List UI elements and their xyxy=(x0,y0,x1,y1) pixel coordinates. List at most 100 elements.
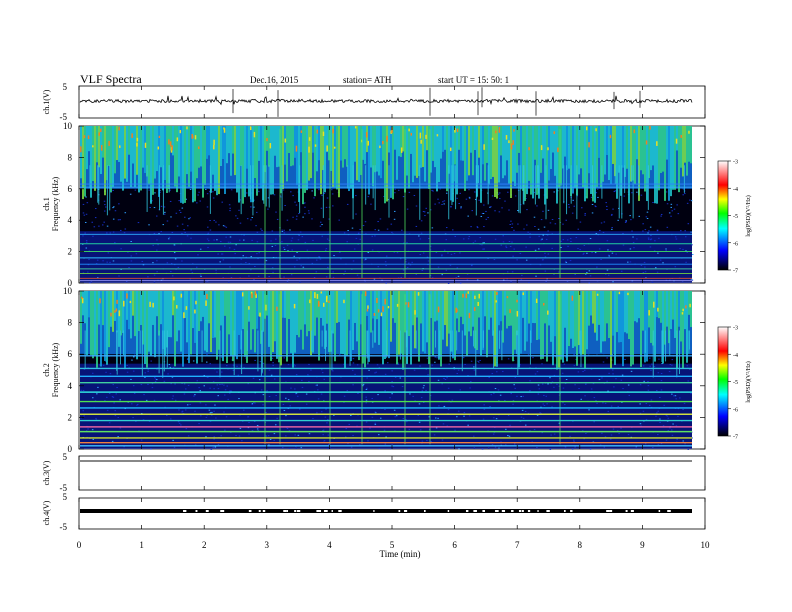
noise-speck xyxy=(156,249,158,251)
sferic-column xyxy=(526,126,528,195)
noise-speck xyxy=(539,412,541,414)
noise-speck xyxy=(92,235,94,237)
noise-speck xyxy=(665,191,668,193)
intense-emission xyxy=(255,293,257,298)
ch4-gap xyxy=(570,510,573,512)
noise-speck xyxy=(498,211,501,213)
intense-emission xyxy=(675,138,678,144)
intense-emission xyxy=(547,147,549,151)
noise-speck xyxy=(178,209,181,211)
noise-speck xyxy=(443,377,445,379)
noise-speck xyxy=(103,200,106,202)
noise-speck xyxy=(210,448,213,450)
noise-speck xyxy=(270,240,272,242)
sferic-column xyxy=(414,291,416,349)
sferic-column xyxy=(150,126,152,204)
noise-speck xyxy=(502,370,504,372)
noise-speck xyxy=(396,252,399,254)
sferic-streak xyxy=(451,330,453,352)
noise-speck xyxy=(544,256,547,258)
noise-speck xyxy=(682,248,684,250)
sferic-column xyxy=(520,126,522,190)
noise-speck xyxy=(468,197,471,199)
sferic-column xyxy=(268,126,270,167)
noise-speck xyxy=(571,212,574,214)
sferic-column xyxy=(550,126,552,170)
noise-speck xyxy=(562,387,565,389)
sferic-column xyxy=(434,291,436,322)
sferic-column xyxy=(236,291,238,360)
noise-speck xyxy=(384,409,386,411)
ch4-gap xyxy=(495,510,499,512)
noise-speck xyxy=(534,249,537,251)
noise-speck xyxy=(184,231,186,233)
sferic-streak xyxy=(518,165,520,213)
noise-speck xyxy=(466,273,469,275)
sferic-column xyxy=(100,291,102,367)
intense-emission xyxy=(414,310,416,315)
noise-speck xyxy=(283,357,285,359)
noise-speck xyxy=(290,191,292,193)
sferic-column xyxy=(462,291,464,325)
noise-speck xyxy=(665,414,668,416)
noise-speck xyxy=(168,236,171,238)
noise-speck xyxy=(482,418,485,420)
sferic-column xyxy=(144,291,146,365)
noise-speck xyxy=(124,228,127,230)
sferic-column xyxy=(578,126,580,175)
sferic-column xyxy=(294,291,296,353)
ch2-ylabel-frequency: Frequency (kHz) xyxy=(51,342,60,397)
noise-speck xyxy=(321,224,323,226)
intense-emission xyxy=(332,128,334,134)
sferic-streak xyxy=(405,330,407,348)
noise-speck xyxy=(674,395,677,397)
noise-speck xyxy=(565,356,567,358)
start-time-label: start UT = 15: 50: 1 xyxy=(438,75,509,85)
noise-speck xyxy=(541,238,543,240)
sferic-streak xyxy=(473,330,475,347)
noise-speck xyxy=(351,227,354,229)
sferic-streak xyxy=(325,330,327,347)
noise-speck xyxy=(690,393,692,395)
noise-speck xyxy=(620,270,623,272)
sferic-streak xyxy=(257,330,259,372)
noise-speck xyxy=(227,281,230,283)
sferic-column xyxy=(576,126,578,196)
sferic-column xyxy=(400,126,402,157)
sferic-streak xyxy=(545,165,547,220)
sferic-column xyxy=(356,126,358,181)
noise-speck xyxy=(224,225,226,227)
intense-emission xyxy=(116,299,118,304)
sferic-column xyxy=(566,291,568,362)
time-tick-label: 10 xyxy=(701,540,711,550)
sferic-streak xyxy=(523,165,525,205)
sferic-streak xyxy=(434,330,436,348)
sferic-column xyxy=(448,126,450,174)
noise-speck xyxy=(419,254,422,256)
noise-speck xyxy=(470,265,473,267)
sferic-column xyxy=(312,291,314,353)
sferic-column xyxy=(204,126,206,186)
sferic-column xyxy=(240,291,242,350)
noise-speck xyxy=(273,378,276,380)
sferic-column xyxy=(444,126,446,150)
sferic-column xyxy=(160,291,162,325)
sferic-column xyxy=(556,126,558,204)
intense-emission xyxy=(265,304,267,311)
intense-emission xyxy=(419,132,422,139)
intense-emission xyxy=(508,140,510,144)
sferic-column xyxy=(620,126,622,196)
intense-emission xyxy=(543,303,545,306)
noise-speck xyxy=(675,425,678,427)
noise-speck xyxy=(538,235,540,237)
intense-emission xyxy=(465,293,467,299)
noise-speck xyxy=(106,409,109,411)
noise-speck xyxy=(276,417,278,419)
noise-speck xyxy=(540,412,542,414)
noise-speck xyxy=(569,238,572,240)
noise-speck xyxy=(185,428,188,430)
noise-speck xyxy=(542,403,545,405)
sferic-column xyxy=(574,291,576,347)
intense-emission xyxy=(417,292,420,296)
noise-speck xyxy=(391,381,393,383)
